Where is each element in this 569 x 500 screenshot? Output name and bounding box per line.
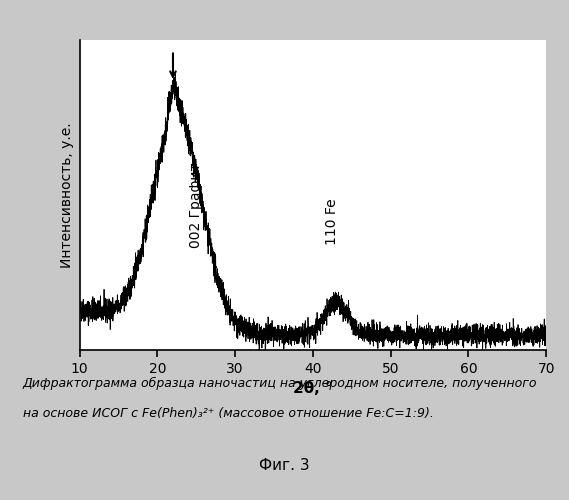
Text: на основе ИСОГ с Fe(Phen)₃²⁺ (массовое отношение Fe:C=1:9).: на основе ИСОГ с Fe(Phen)₃²⁺ (массовое о… (23, 408, 434, 420)
X-axis label: 2θ, °: 2θ, ° (293, 382, 333, 396)
Text: 110 Fe: 110 Fe (325, 198, 339, 245)
Text: 002 Графит: 002 Графит (189, 163, 203, 248)
Y-axis label: Интенсивность, у.е.: Интенсивность, у.е. (60, 122, 74, 268)
Text: Дифрактограмма образца наночастиц на углеродном носителе, полученного: Дифрактограмма образца наночастиц на угл… (23, 378, 537, 390)
Text: Фиг. 3: Фиг. 3 (259, 458, 310, 473)
